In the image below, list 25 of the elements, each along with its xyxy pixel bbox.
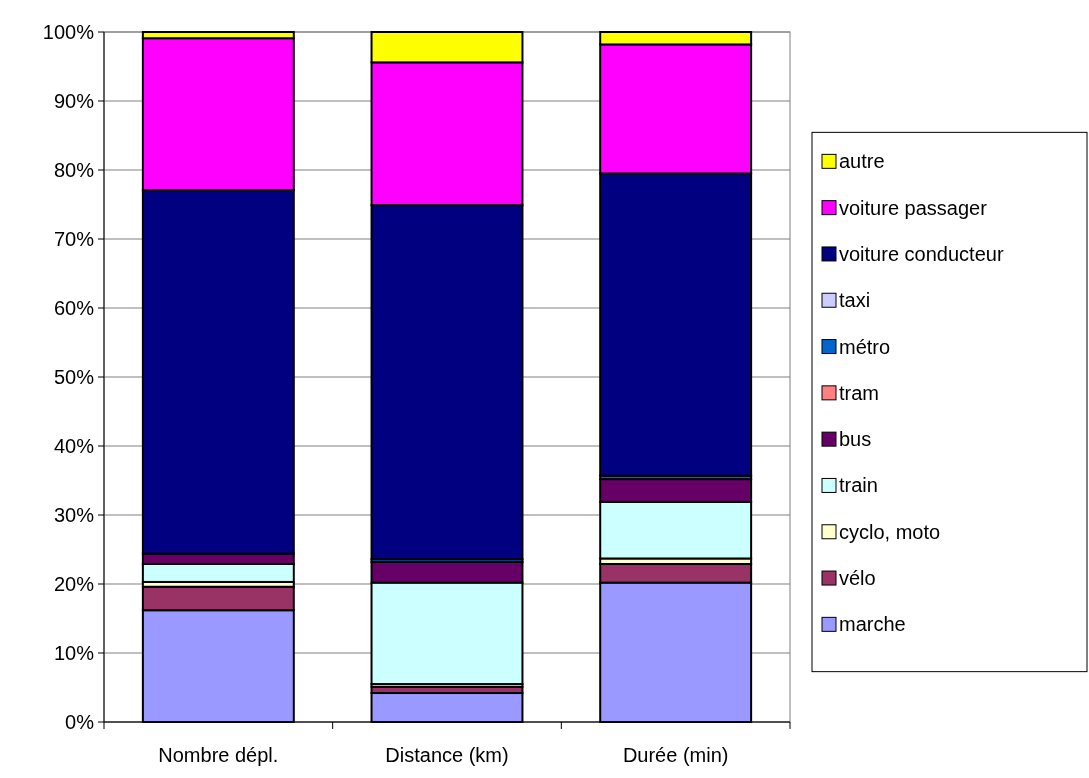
y-tick-label: 20% [53, 573, 95, 595]
legend-label: taxi [839, 289, 871, 312]
y-tick-label: 100% [42, 21, 95, 43]
legend-label: métro [839, 335, 891, 358]
y-tick-label: 70% [53, 228, 95, 250]
y-tick-label: 90% [53, 90, 95, 112]
y-tick-label: 30% [53, 504, 95, 526]
x-tick-label: Distance (km) [385, 744, 509, 766]
y-tick-label: 80% [53, 159, 95, 181]
x-tick-label: Nombre dépl. [158, 744, 279, 766]
legend-label: cyclo, moto [839, 520, 941, 543]
y-tick-label: 60% [53, 297, 95, 319]
legend-label: vélo [839, 567, 876, 590]
legend-label: marche [839, 613, 906, 636]
legend-label: tram [839, 381, 879, 404]
legend-label: train [839, 474, 878, 497]
y-tick-label: 10% [53, 642, 95, 664]
y-tick-label: 40% [53, 435, 95, 457]
y-tick-label: 0% [65, 711, 95, 733]
legend-label: voiture passager [839, 196, 988, 219]
legend-label: voiture conducteur [839, 242, 1004, 265]
y-tick-label: 50% [53, 366, 95, 388]
x-tick-label: Durée (min) [622, 744, 729, 766]
legend-label: bus [839, 428, 872, 451]
legend-label: autre [839, 150, 885, 173]
